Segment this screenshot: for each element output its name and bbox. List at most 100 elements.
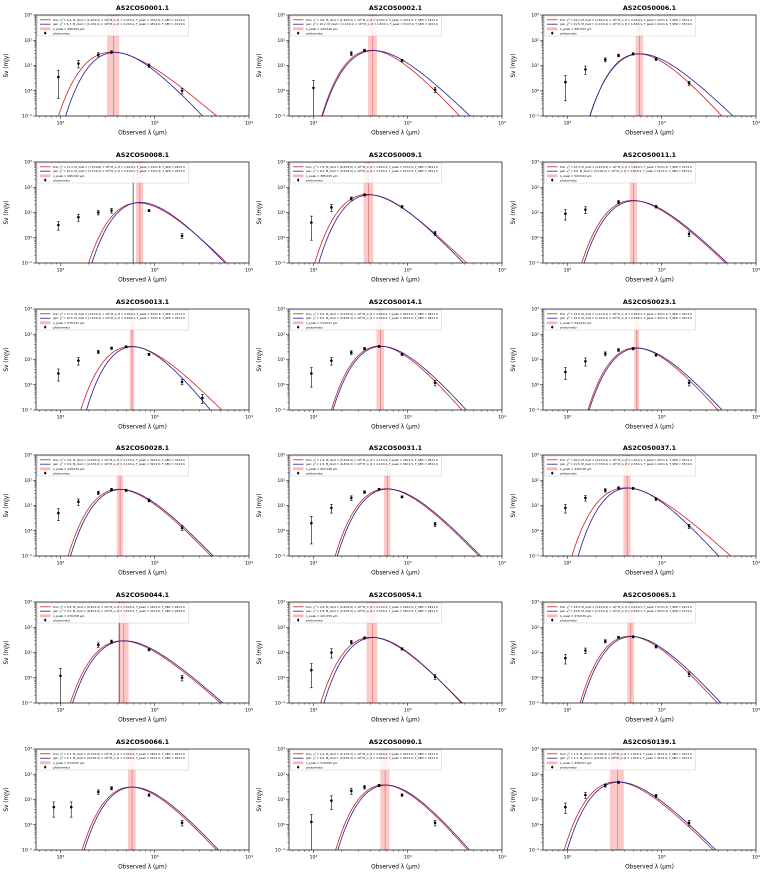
photometry-point — [77, 62, 80, 65]
photometry-point — [603, 784, 607, 787]
y-axis-label: Sν (mJy) — [511, 347, 517, 371]
y-axis-label: Sν (mJy) — [511, 641, 517, 665]
legend-photometry-label: photometry — [306, 31, 323, 35]
photometry-points — [563, 781, 691, 827]
x-tick-label: 10⁴ — [498, 414, 506, 420]
legend-lambda-label: λ_peak = 581±53 μm — [560, 27, 592, 31]
legend-box — [290, 603, 442, 624]
axes: 10² 10³ 10⁴ 10⁻¹ 10⁰ 10¹ 10² 10³ — [22, 453, 253, 567]
photometry-sample — [44, 619, 47, 622]
band-sample — [293, 174, 304, 178]
plot-border — [288, 161, 503, 264]
thin-curve — [320, 637, 464, 704]
panel-title: AS2COS0011.1 — [623, 151, 676, 159]
y-tick-label: 10⁻¹ — [22, 260, 32, 266]
x-axis-label: Observed λ (μm) — [625, 571, 674, 577]
photometry-point — [57, 75, 60, 79]
legend-thin-label: thin: χ² = 11.3, M_dust = (7.2±0.8) × 10… — [53, 165, 185, 169]
legend-lambda-label: λ_peak = 503±44 μm — [560, 174, 592, 178]
legend-photometry-label: photometry — [306, 325, 323, 329]
photometry-point — [147, 209, 151, 212]
photometry-point — [312, 86, 316, 90]
photometry-point — [97, 211, 100, 214]
x-tick-label: 10⁴ — [245, 561, 253, 567]
y-tick-label: 10⁰ — [24, 676, 32, 682]
legend-lambda-label: λ_peak = 470±58 μm — [53, 614, 85, 618]
legend-lambda-label: λ_peak = 429±34 μm — [53, 467, 85, 471]
y-tick-label: 10² — [531, 478, 539, 484]
y-tick-label: 10⁰ — [24, 88, 32, 94]
y-tick-label: 10² — [24, 478, 32, 484]
y-tick-label: 10⁰ — [24, 529, 32, 535]
photometry-point — [434, 675, 437, 679]
legend-photometry-label: photometry — [560, 325, 577, 329]
photometry-point — [57, 512, 60, 515]
photometry-point — [616, 781, 620, 784]
x-tick-label: 10³ — [151, 561, 159, 567]
x-tick-label: 10³ — [404, 561, 412, 567]
panel-title: AS2COS0009.1 — [369, 151, 422, 159]
legend-gen-label: gen: χ² = 2.6, M_dust = (2.6±0.4) × 10⁹ … — [306, 756, 438, 760]
y-tick-label: 10¹ — [278, 650, 286, 656]
y-tick-label: 10⁻¹ — [22, 407, 32, 413]
legend: thin: χ² = 11.3, M_dust = (7.2±0.8) × 10… — [37, 162, 189, 183]
y-tick-label: 10⁻¹ — [529, 260, 539, 266]
gen-curve — [72, 640, 224, 704]
photometry-point — [603, 640, 607, 643]
legend-photometry-label: photometry — [53, 178, 70, 182]
x-axis-label: Observed λ (μm) — [118, 424, 167, 430]
panel-title: AS2COS0002.1 — [369, 4, 422, 12]
photometry-point — [654, 57, 657, 61]
x-tick-label: 10³ — [151, 708, 159, 714]
photometry-point — [69, 805, 73, 809]
sed-panel: 10² 10³ 10⁴ 10⁻¹ 10⁰ 10¹ 10² 10³ Observed λ (μm)… — [257, 4, 506, 136]
gen-curve — [588, 347, 723, 410]
legend: thin: χ² = 2.4, M_dust = (5.6±0.5) × 10⁹… — [290, 456, 442, 477]
legend-photometry-label: photometry — [53, 325, 70, 329]
y-axis-label: Sν (mJy) — [4, 494, 10, 518]
photometry-points — [310, 193, 437, 241]
legend: thin: χ² = 17.2, M_dust = (3.5±0.1) × 10… — [37, 309, 189, 330]
legend: thin: χ² = 15.9, M_dust = (1.1±0.1) × 10… — [544, 309, 696, 330]
photometry-point — [350, 350, 353, 354]
photometry-point — [603, 352, 607, 355]
photometry-sample — [44, 178, 47, 182]
x-tick-label: 10³ — [151, 120, 159, 126]
x-axis-label: Observed λ (μm) — [371, 424, 420, 430]
x-tick-label: 10⁴ — [498, 855, 506, 861]
y-tick-label: 10² — [278, 772, 286, 778]
photometry-point — [77, 500, 80, 504]
sed-curves — [579, 636, 722, 704]
photometry-point — [434, 231, 437, 235]
legend-photometry-label: photometry — [560, 31, 577, 35]
band-sample — [40, 467, 51, 471]
photometry-point — [147, 499, 151, 503]
x-tick-label: 10⁴ — [245, 267, 253, 273]
photometry-point — [563, 370, 567, 373]
x-tick-label: 10³ — [404, 414, 412, 420]
photometry-point — [583, 359, 587, 363]
band-sample — [546, 321, 558, 324]
sed-curves — [335, 784, 471, 851]
y-tick-label: 10¹ — [531, 650, 539, 656]
legend-thin-label: thin: χ² = 2.3, M_dust = (5.2±0.7) × 10⁹… — [306, 752, 438, 756]
y-axis-label: Sν (mJy) — [4, 200, 10, 224]
photometry-point — [110, 209, 113, 212]
y-tick-label: 10⁰ — [531, 676, 539, 682]
y-tick-label: 10² — [531, 38, 539, 44]
photometry-point — [631, 52, 635, 56]
legend-photometry-label: photometry — [53, 765, 70, 769]
y-tick-label: 10² — [278, 332, 286, 338]
legend-photometry-label: photometry — [306, 472, 323, 476]
gen-curve — [91, 201, 226, 263]
legend: thin: χ² = 9.6, M_dust = (1.6±0.2) × 10⁹… — [290, 15, 442, 37]
legend-box — [544, 603, 696, 624]
photometry-point — [563, 507, 567, 510]
legend-thin-label: thin: χ² = 22.3, M_dust = (1.8±0.1) × 10… — [560, 18, 692, 22]
x-tick-label: 10⁴ — [245, 120, 253, 126]
sed-curves — [69, 640, 224, 704]
legend-lambda-label: λ_peak = 421±55 μm — [306, 614, 338, 618]
photometry-point — [97, 53, 100, 56]
thin-curve — [321, 49, 461, 116]
sed-curves — [67, 489, 214, 557]
